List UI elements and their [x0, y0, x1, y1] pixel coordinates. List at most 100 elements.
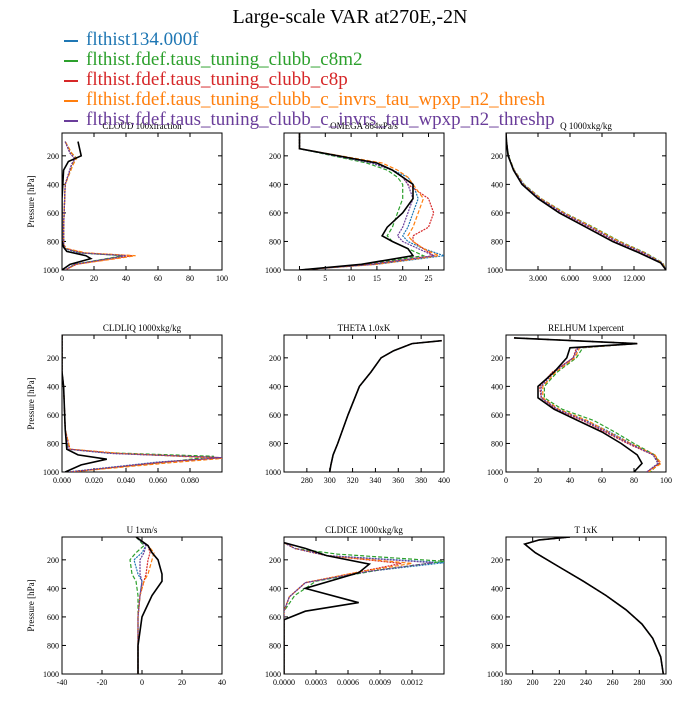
x-tick-label: 0.0006 — [337, 678, 359, 687]
plot-frame — [505, 334, 667, 473]
legend-item: flthist134.000f — [64, 30, 198, 50]
chart-panel: Q 1000xkg/kg 200 400 600 800 1000 3.000 6.000 9.… — [487, 121, 667, 283]
x-tick-label: 0.060 — [149, 476, 167, 485]
x-tick-label: 15 — [373, 274, 381, 283]
x-tick-label: 0.0012 — [401, 678, 423, 687]
chart-panel: THETA 1.0xK 200 400 600 800 1000 280 300 320 340 3… — [265, 323, 450, 485]
x-tick-label: 400 — [438, 476, 450, 485]
series-line — [329, 340, 442, 472]
series-line — [328, 339, 442, 472]
x-tick-label: 200 — [527, 678, 539, 687]
x-tick-label: 6.000 — [561, 274, 579, 283]
legend-item: flthist.fdef.taus_tuning_clubb_c_invrs_t… — [64, 110, 555, 130]
y-tick-label: 600 — [47, 209, 59, 218]
y-axis-label: Pressure [hPa] — [26, 175, 36, 227]
legend-item: flthist.fdef.taus_tuning_clubb_c_invrs_t… — [64, 90, 545, 110]
x-tick-label: 100 — [216, 274, 228, 283]
y-tick-label: 800 — [47, 439, 59, 448]
legend-swatch — [64, 119, 78, 122]
series-line — [329, 340, 442, 472]
x-tick-label: 0.000 — [53, 476, 71, 485]
x-tick-label: 80 — [630, 476, 638, 485]
x-tick-label: 12.000 — [623, 274, 645, 283]
x-tick-label: 40 — [218, 678, 226, 687]
series-line — [523, 537, 664, 674]
legend-label: flthist134.000f — [86, 29, 199, 50]
x-tick-label: 0.020 — [85, 476, 103, 485]
y-tick-label: 600 — [491, 209, 503, 218]
series-line — [284, 542, 434, 674]
x-tick-label: 60 — [598, 476, 606, 485]
y-tick-label: 200 — [269, 556, 281, 565]
x-tick-label: 0 — [140, 678, 144, 687]
panel-title: CLDICE 1000xkg/kg — [325, 525, 403, 535]
x-tick-label: 40 — [122, 274, 130, 283]
y-tick-label: 400 — [47, 382, 59, 391]
y-tick-label: 1000 — [487, 266, 503, 275]
series-line — [523, 537, 664, 674]
x-tick-label: 0.0003 — [305, 678, 327, 687]
y-tick-label: 400 — [491, 382, 503, 391]
y-tick-label: 400 — [491, 584, 503, 593]
series-line — [506, 133, 666, 270]
y-tick-label: 400 — [491, 180, 503, 189]
figure-title: Large-scale VAR at270E,-2N — [232, 6, 468, 28]
y-tick-label: 600 — [269, 209, 281, 218]
series-line — [62, 335, 215, 472]
y-tick-label: 400 — [269, 180, 281, 189]
y-tick-label: 400 — [269, 382, 281, 391]
series-line — [513, 337, 643, 472]
series-line — [523, 537, 664, 674]
y-tick-label: 200 — [47, 556, 59, 565]
x-tick-label: 360 — [392, 476, 404, 485]
panel-title: RELHUM 1xpercent — [548, 323, 624, 333]
x-tick-label: 60 — [154, 274, 162, 283]
series-line — [523, 537, 665, 674]
y-tick-label: 1000 — [487, 468, 503, 477]
series-line — [62, 335, 222, 472]
y-tick-label: 800 — [491, 641, 503, 650]
legend-label: flthist.fdef.taus_tuning_clubb_c_invrs_t… — [86, 89, 546, 110]
x-tick-label: 240 — [580, 678, 592, 687]
y-tick-label: 200 — [269, 152, 281, 161]
legend-swatch — [64, 39, 78, 42]
x-tick-label: 220 — [553, 678, 565, 687]
x-tick-label: -20 — [97, 678, 108, 687]
series-line — [284, 541, 372, 674]
plot-frame — [283, 132, 445, 271]
y-tick-label: 800 — [269, 641, 281, 650]
y-axis-label: Pressure [hPa] — [26, 579, 36, 631]
x-tick-label: 380 — [415, 476, 427, 485]
series-line — [135, 537, 155, 674]
x-tick-label: 260 — [607, 678, 619, 687]
plot-frame — [505, 132, 667, 271]
chart-panel: OMEGA 864xPa/s 200 400 600 800 1000 0 5 10 15 20 25 — [265, 121, 445, 283]
y-tick-label: 200 — [491, 556, 503, 565]
y-tick-label: 200 — [47, 354, 59, 363]
series-line — [506, 133, 666, 270]
series-line — [506, 133, 666, 270]
y-tick-label: 200 — [491, 354, 503, 363]
x-tick-label: 25 — [425, 274, 433, 283]
series-line — [135, 537, 147, 674]
chart-panel: CLDLIQ 1000xkg/kg Pressure [hPa] 200 400 600… — [26, 323, 223, 485]
y-tick-label: 200 — [269, 354, 281, 363]
y-tick-label: 1000 — [487, 670, 503, 679]
panel-title: T 1xK — [574, 525, 598, 535]
x-tick-label: 9.000 — [593, 274, 611, 283]
series-line — [329, 340, 442, 472]
series-line — [135, 537, 163, 674]
legend-swatch — [64, 59, 78, 62]
series-line — [329, 340, 442, 472]
legend-item: flthist.fdef.taus_tuning_clubb_c8p — [64, 70, 348, 90]
y-tick-label: 400 — [47, 584, 59, 593]
y-tick-label: 800 — [269, 237, 281, 246]
legend-item: flthist.fdef.taus_tuning_clubb_c8m2 — [64, 50, 363, 70]
y-tick-label: 600 — [491, 411, 503, 420]
y-tick-label: 200 — [491, 152, 503, 161]
panel-title: CLOUD 100xfraction — [102, 121, 182, 131]
x-tick-label: 5 — [323, 274, 327, 283]
